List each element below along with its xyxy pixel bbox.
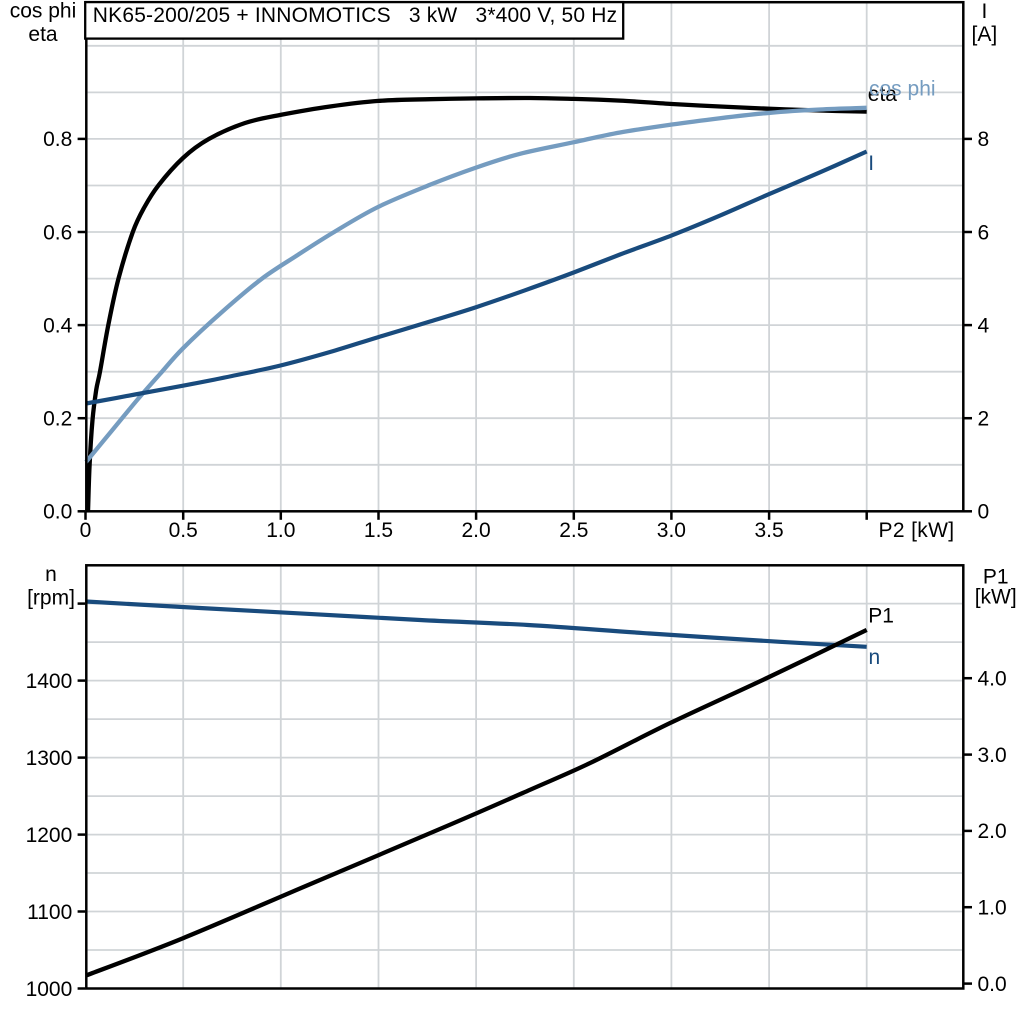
svg-text:1.5: 1.5 <box>364 519 393 542</box>
svg-text:1.0: 1.0 <box>266 519 295 542</box>
svg-text:3.5: 3.5 <box>754 519 783 542</box>
svg-text:2.0: 2.0 <box>461 519 490 542</box>
svg-text:0.6: 0.6 <box>43 221 72 244</box>
svg-text:0: 0 <box>80 519 92 542</box>
svg-text:cos phi: cos phi <box>869 78 936 101</box>
svg-text:0: 0 <box>978 501 990 524</box>
svg-text:4.0: 4.0 <box>978 668 1007 691</box>
svg-text:eta: eta <box>868 83 898 106</box>
svg-text:I: I <box>868 152 874 175</box>
svg-text:[kW]: [kW] <box>975 586 1017 609</box>
svg-text:3.0: 3.0 <box>657 519 686 542</box>
svg-text:P1: P1 <box>868 605 894 628</box>
svg-text:2.0: 2.0 <box>978 820 1007 843</box>
svg-text:1000: 1000 <box>26 978 73 1001</box>
svg-text:n: n <box>869 646 881 669</box>
svg-text:3.0: 3.0 <box>978 744 1007 767</box>
svg-text:P2 [kW]: P2 [kW] <box>879 519 955 542</box>
svg-text:1200: 1200 <box>26 824 73 847</box>
svg-text:1100: 1100 <box>27 901 72 924</box>
svg-text:1.0: 1.0 <box>978 897 1007 920</box>
svg-text:1400: 1400 <box>26 670 73 693</box>
svg-text:NK65-200/205 + INNOMOTICS 3: NK65-200/205 + INNOMOTICS 3 kW 3*400 V, … <box>93 4 618 27</box>
svg-text:n: n <box>45 563 57 586</box>
svg-text:0.2: 0.2 <box>43 408 72 431</box>
svg-text:eta: eta <box>28 23 58 46</box>
svg-text:4: 4 <box>978 314 990 337</box>
svg-text:[rpm]: [rpm] <box>27 586 75 609</box>
svg-text:1300: 1300 <box>26 747 73 770</box>
svg-text:0.5: 0.5 <box>169 519 198 542</box>
svg-text:I: I <box>981 0 987 23</box>
svg-text:P1: P1 <box>983 565 1009 588</box>
svg-text:0.4: 0.4 <box>43 314 73 337</box>
svg-text:cos phi: cos phi <box>10 0 77 23</box>
svg-text:6: 6 <box>978 221 990 244</box>
svg-text:0.0: 0.0 <box>978 973 1007 996</box>
svg-text:[A]: [A] <box>972 23 998 46</box>
svg-text:8: 8 <box>978 128 990 151</box>
svg-text:2.5: 2.5 <box>559 519 588 542</box>
svg-text:2: 2 <box>978 408 990 431</box>
svg-text:0.8: 0.8 <box>43 128 72 151</box>
svg-text:0.0: 0.0 <box>43 501 72 524</box>
